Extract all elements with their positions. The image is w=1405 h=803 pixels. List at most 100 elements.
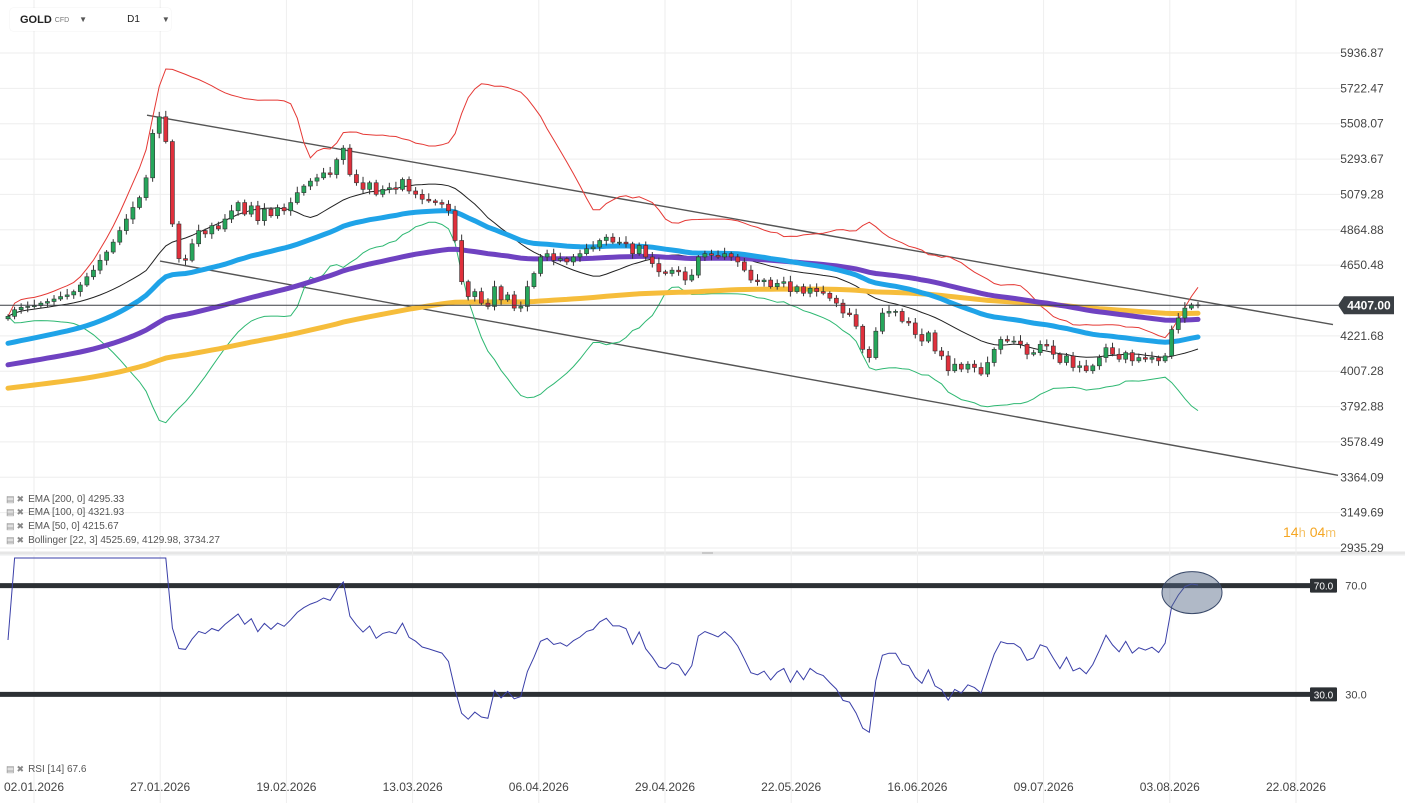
candle-body [774,283,780,287]
candle-body [1156,357,1161,362]
legend-ema50: ▤ ✖ EMA [50, 0] 4215.67 [6,520,119,533]
bollinger-upper-line [7,68,1199,339]
candle-body [761,279,767,283]
candle-body [294,192,300,203]
candle [301,184,307,196]
candle-body [1044,344,1050,347]
candle [84,272,90,287]
date-axis: 02.01.2026 27.01.2026 19.02.2026 13.03.2026… [4,780,1326,794]
candle [446,200,451,216]
symbol-selector[interactable]: GOLD CFD ▼ D1 ▼ [10,8,171,31]
candle-body [636,245,642,254]
candle-body [590,246,596,250]
candle-body [978,367,984,375]
close-icon[interactable]: ✖ [16,494,25,504]
candle [919,328,925,347]
candle [1149,351,1155,364]
rsi-panel: 70.0 70.0 30.0 30.0 [0,557,1367,734]
candle-body [735,256,741,263]
candle [1011,336,1017,345]
list-icon[interactable]: ▤ [6,535,15,545]
candle-body [860,325,866,350]
candle-body [945,355,951,372]
rsi-line [7,557,1199,734]
candle [479,287,484,306]
candle-body [97,259,103,271]
candle-body [544,253,550,258]
candle-body [209,225,215,235]
candle-body [45,301,50,304]
candle-body [873,330,879,358]
candle-body [347,147,353,175]
candle-body [617,241,622,244]
candle [748,265,754,284]
candle-body [189,243,195,261]
candle-body [781,281,787,284]
candle-body [538,256,543,274]
rsi-level-tag-bg [1310,687,1337,702]
candle-body [170,141,175,225]
date-tick-label: 27.01.2026 [130,780,190,794]
candle-body [906,320,912,324]
candle [281,203,287,215]
candle-body [124,218,129,231]
close-icon[interactable]: ✖ [16,764,25,774]
candle-body [222,218,228,230]
candle [1031,349,1036,357]
candle [807,284,813,298]
candle-body [893,311,898,313]
list-icon[interactable]: ▤ [6,507,15,517]
candle-body [400,179,405,190]
candle-body [827,292,833,299]
close-icon[interactable]: ✖ [16,521,25,531]
price-tick-label: 4007.28 [1340,364,1384,378]
candle [459,234,464,285]
candle-body [446,203,451,212]
list-icon[interactable]: ▤ [6,521,15,531]
candle-body [663,271,668,274]
candle-body [452,210,458,241]
candle-body [360,182,366,190]
candle-body [58,296,63,300]
candle [827,291,833,302]
candle [367,180,372,195]
price-tick-label: 3149.69 [1340,506,1384,520]
candle-body [682,271,688,281]
candle-body [354,174,359,184]
candle-body [643,245,649,258]
close-icon[interactable]: ✖ [16,535,25,545]
candle-body [367,182,372,190]
candle-body [91,269,96,278]
candle [1110,342,1115,357]
candle [932,329,938,354]
candle-body [235,202,241,212]
candle-body [742,261,747,271]
price-tag-label: 4407.00 [1347,298,1391,312]
candle-body [1064,355,1069,363]
close-icon[interactable]: ✖ [16,507,25,517]
candle-body [702,253,708,258]
symbol-dropdown-icon[interactable]: ▼ [79,15,88,24]
candle [952,358,958,373]
price-tick-label: 5722.47 [1340,81,1384,95]
candle [262,203,267,226]
candle-body [1070,355,1076,368]
candle-body [1162,355,1168,362]
candle-body [695,256,701,276]
candle-body [709,253,714,256]
candle-body [262,208,267,221]
price-tick-label: 2935.29 [1340,541,1384,555]
candle-body [255,205,261,221]
candle-body [426,198,432,202]
list-icon[interactable]: ▤ [6,494,15,504]
candle [5,314,11,321]
candle-body [1110,347,1115,355]
list-icon[interactable]: ▤ [6,764,15,774]
candle-body [1011,340,1017,343]
candle [150,129,155,182]
candle-body [1090,365,1096,372]
candle [130,201,136,224]
candle [814,283,820,297]
timeframe-dropdown-icon[interactable]: ▼ [161,15,170,24]
